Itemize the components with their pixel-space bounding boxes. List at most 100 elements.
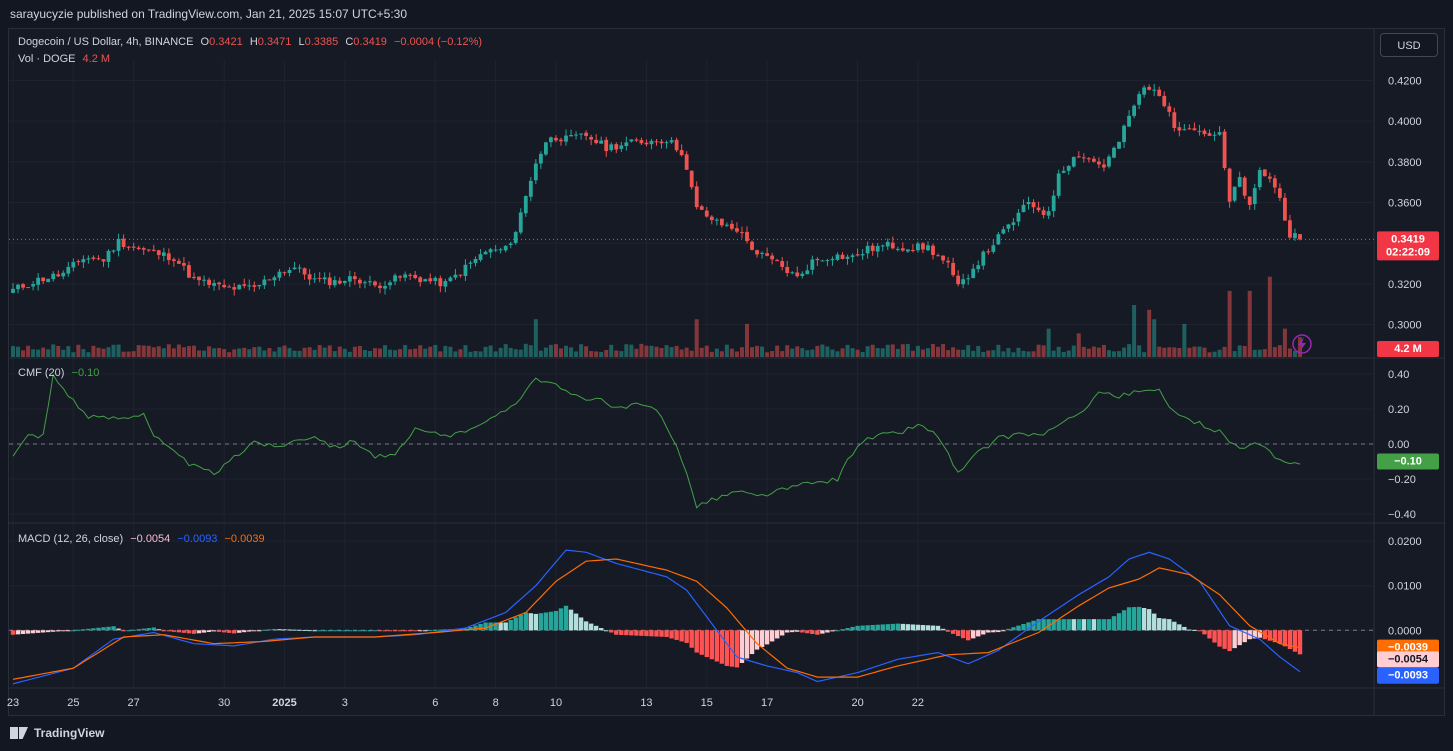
macd-histogram-bar (407, 630, 413, 632)
candle-body (217, 282, 222, 285)
cmf-label[interactable]: CMF (20) (18, 367, 65, 379)
candle-body (51, 273, 56, 280)
candle-body (750, 241, 754, 250)
volume-bar (398, 349, 403, 357)
candle-body (257, 284, 262, 287)
candle-body (86, 258, 91, 260)
macd-histogram-bar (1136, 606, 1142, 631)
volume-bar (518, 349, 523, 357)
candle-body (644, 142, 649, 145)
volume-bar (1031, 351, 1036, 357)
candlesticks (11, 84, 1302, 296)
time-tick-label: 22 (912, 697, 924, 709)
candle-body (473, 258, 478, 264)
price-tick-label: 0.3200 (1388, 279, 1422, 291)
volume-bar (161, 348, 166, 357)
macd-histogram-bar (307, 630, 312, 632)
macd-histogram-bar (247, 630, 252, 632)
volume-bar (337, 346, 342, 357)
macd-histogram-bar (66, 630, 71, 632)
volume-bar (317, 345, 322, 357)
candle-body (875, 245, 880, 252)
macd-label[interactable]: MACD (12, 26, close) (18, 533, 124, 545)
volume-bar (1167, 347, 1172, 357)
volume-bar (141, 345, 146, 357)
candle-body (966, 278, 971, 280)
volume-bar (996, 344, 1001, 357)
macd-histogram-bar (267, 629, 272, 631)
candle-body (302, 268, 307, 275)
macd-histogram-bar (845, 628, 850, 631)
candle-body (1172, 112, 1177, 128)
macd-histogram-bar (769, 630, 775, 642)
volume-bar (111, 344, 116, 357)
macd-histogram-bar (588, 623, 594, 631)
publisher-header: sarayucyzie published on TradingView.com… (0, 0, 1453, 28)
macd-histogram-bar (1091, 619, 1097, 631)
volume-bar (639, 343, 644, 357)
candle-body (745, 231, 749, 241)
candle-body (448, 277, 453, 282)
volume-bar (719, 351, 724, 357)
macd-histogram-bar (186, 630, 192, 634)
candle-body (166, 253, 171, 261)
candle-body (1132, 105, 1136, 116)
candle-body (1016, 212, 1021, 222)
macd-histogram-bar (91, 628, 96, 631)
volume-bar (528, 345, 533, 357)
candle-body (1071, 157, 1076, 167)
volume-bar (478, 351, 483, 357)
macd-histogram-bar (1061, 619, 1066, 631)
volume-bar (388, 349, 393, 357)
volume-label[interactable]: Vol · DOGE (18, 53, 76, 65)
tradingview-logo-icon (10, 727, 28, 739)
volume-bar (1227, 290, 1232, 357)
macd-histogram-bar (45, 630, 51, 633)
macd-histogram-bar (825, 630, 830, 633)
macd-histogram-bar (171, 630, 177, 632)
volume-bar (51, 344, 56, 357)
macd-histogram-bar (302, 629, 307, 631)
volume-bar (66, 346, 71, 357)
candle-body (307, 274, 312, 280)
volume-bar (1232, 351, 1237, 357)
candle-body (926, 245, 930, 251)
lightning-icon[interactable] (1292, 334, 1312, 354)
chart-frame[interactable] (8, 28, 1445, 716)
volume-bar (443, 345, 448, 357)
macd-histogram-bar (126, 630, 131, 632)
volume-bar (106, 347, 111, 357)
candle-body (976, 265, 981, 270)
macd-histogram-bar (443, 629, 448, 631)
macd-histogram-bar (815, 630, 820, 635)
candle-body (1061, 170, 1066, 173)
macd-histogram-bar (101, 627, 106, 631)
volume-bar (810, 349, 815, 357)
volume-bar (151, 347, 156, 357)
macd-histogram-bar (971, 630, 976, 639)
macd-histogram-bar (387, 630, 393, 632)
candle-body (26, 287, 30, 289)
macd-histogram-bar (111, 626, 116, 631)
tradingview-logo[interactable]: TradingView (10, 726, 104, 740)
volume-bar (383, 345, 388, 357)
candle-body (388, 282, 392, 286)
candle-body (694, 186, 699, 208)
macd-histogram-bar (327, 630, 332, 632)
volume-bar (961, 349, 966, 357)
volume-bar (734, 351, 739, 357)
macd-histogram-bar (905, 624, 911, 631)
candle-body (1006, 224, 1011, 229)
macd-histogram-bar (478, 623, 483, 631)
macd-pane (9, 549, 1374, 685)
macd-histogram-bar (397, 630, 403, 632)
macd-histogram-bar (508, 619, 513, 631)
symbol-title[interactable]: Dogecoin / US Dollar, 4h, BINANCE (18, 36, 194, 48)
currency-button[interactable]: USD (1380, 33, 1438, 57)
candle-body (569, 135, 573, 137)
macd-histogram-bar (1197, 630, 1202, 632)
candle-body (378, 285, 382, 289)
volume-bar (910, 350, 915, 357)
candle-body (800, 273, 805, 276)
